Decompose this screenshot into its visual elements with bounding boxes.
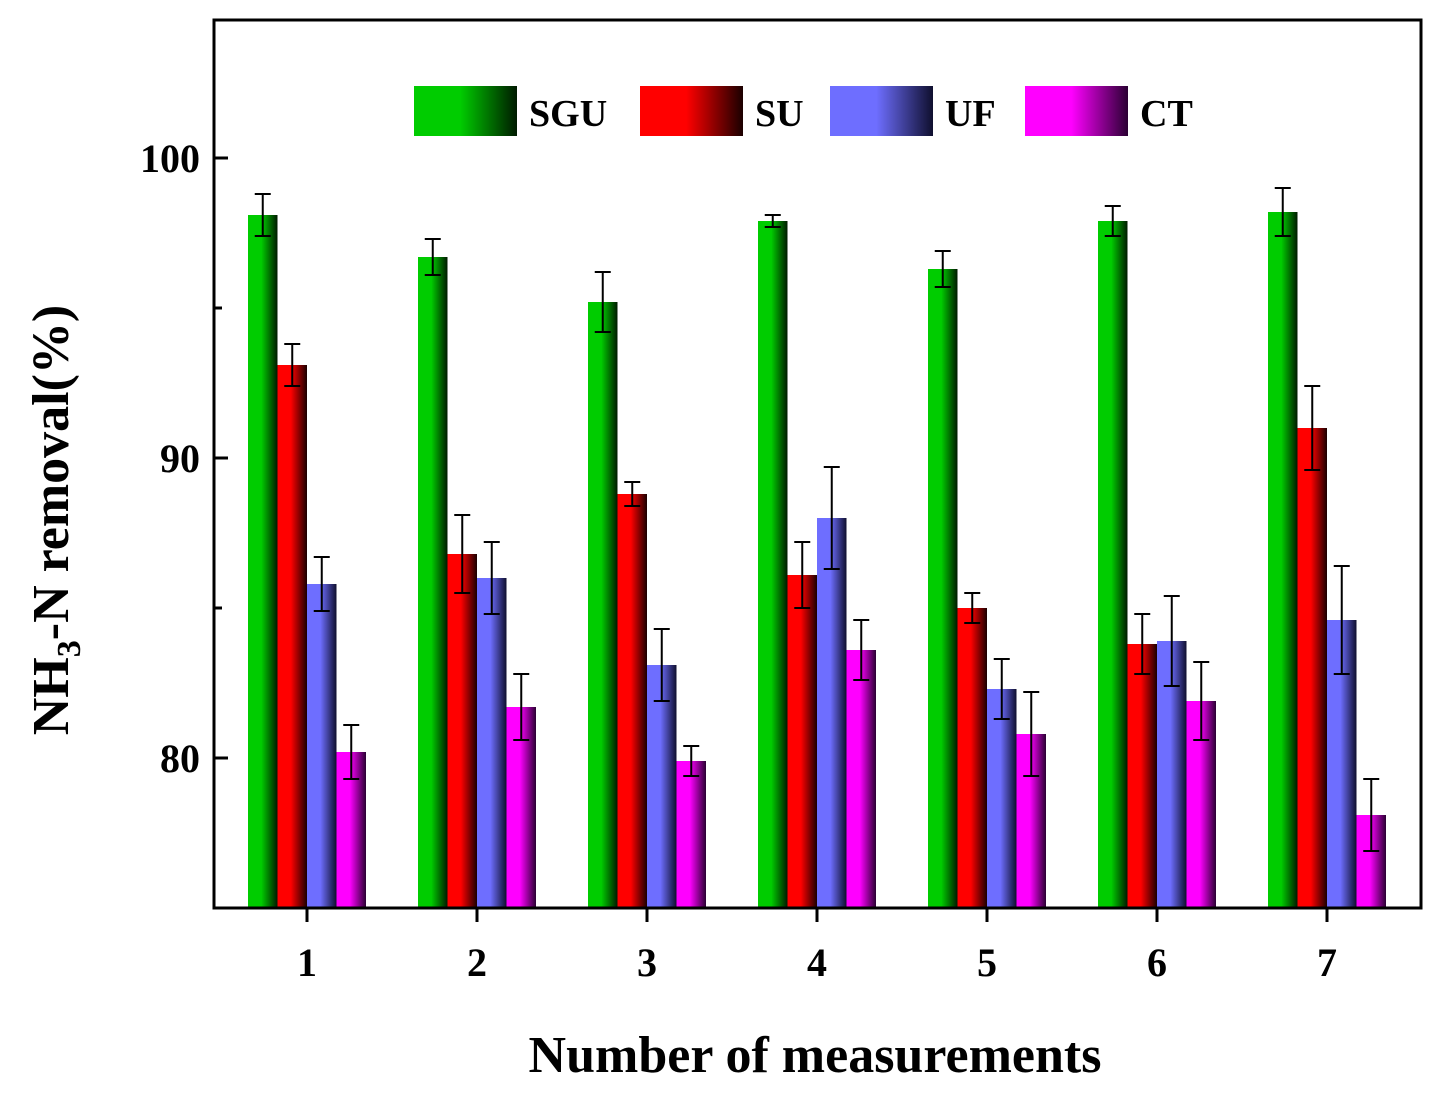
y-axis-title-subscript: 3 [51, 640, 88, 657]
legend: SGU SU UF CT [414, 86, 1193, 136]
bar-su-6 [1127, 644, 1157, 908]
x-tick-label: 6 [1147, 940, 1167, 985]
bar-sgu-5 [928, 269, 958, 908]
x-tick-label: 1 [297, 940, 317, 985]
bar-uf-2 [477, 578, 507, 908]
y-tick-label: 80 [160, 736, 200, 781]
legend-label-uf: UF [945, 93, 996, 135]
legend-swatch-uf [830, 86, 933, 136]
legend-swatch-sgu [414, 86, 517, 136]
bar-ct-4 [846, 650, 876, 908]
bar-sgu-3 [588, 302, 618, 908]
x-tick-label: 4 [807, 940, 827, 985]
x-tick-label: 2 [467, 940, 487, 985]
y-tick-label: 90 [160, 436, 200, 481]
x-axis-title: Number of measurements [529, 1027, 1102, 1084]
bar-sgu-2 [418, 257, 448, 908]
bar-sgu-6 [1098, 221, 1128, 908]
bar-su-4 [787, 575, 817, 908]
x-tick-label: 7 [1317, 940, 1337, 985]
legend-swatch-su [640, 86, 743, 136]
axes-layer: 80 90 100 1 2 3 4 5 6 7 [140, 18, 1423, 985]
bar-uf-1 [307, 584, 337, 908]
legend-label-ct: CT [1140, 93, 1193, 135]
x-tick-label: 5 [977, 940, 997, 985]
bar-uf-5 [987, 689, 1017, 908]
bar-su-1 [277, 365, 307, 908]
legend-swatch-ct [1025, 86, 1128, 136]
legend-label-sgu: SGU [529, 93, 607, 135]
y-axis-title-rest: -N removal(%) [23, 305, 80, 641]
legend-label-su: SU [755, 93, 804, 135]
bar-su-3 [617, 494, 647, 908]
bar-uf-4 [817, 518, 847, 908]
bar-uf-3 [647, 665, 677, 908]
bar-su-7 [1297, 428, 1327, 908]
bar-su-2 [447, 554, 477, 908]
bar-su-5 [957, 608, 987, 908]
bar-sgu-4 [758, 221, 788, 908]
bars-layer [248, 212, 1386, 908]
y-tick-label: 100 [140, 136, 200, 181]
y-axis-title-main: NH [23, 657, 80, 735]
bar-ct-3 [676, 761, 706, 908]
error-bars-layer [254, 187, 1380, 852]
bar-sgu-7 [1268, 212, 1298, 908]
bar-sgu-1 [248, 215, 278, 908]
x-tick-label: 3 [637, 940, 657, 985]
y-axis-title: NH3-N removal(%) [23, 305, 88, 736]
